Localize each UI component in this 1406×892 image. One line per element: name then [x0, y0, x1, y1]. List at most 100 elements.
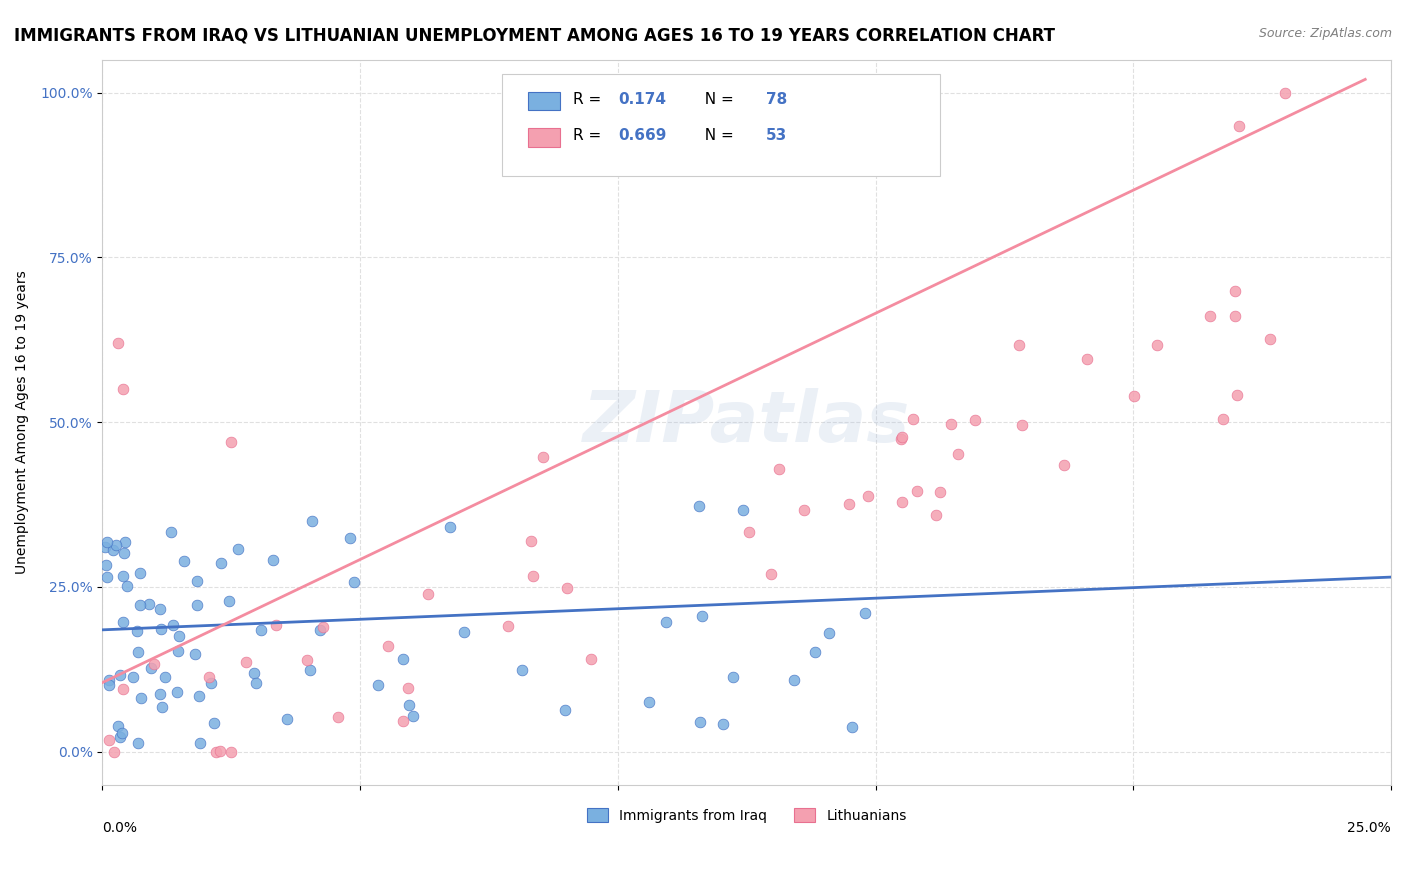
Point	[108, 730, 131, 744]
Point	[855, 606, 877, 620]
Point	[690, 608, 713, 623]
Point	[311, 620, 333, 634]
Point	[166, 685, 188, 699]
Point	[783, 673, 806, 687]
Point	[402, 708, 425, 723]
Point	[129, 691, 152, 706]
Point	[1225, 284, 1247, 298]
Point	[276, 712, 298, 726]
Point	[858, 489, 880, 503]
Legend: Immigrants from Iraq, Lithuanians: Immigrants from Iraq, Lithuanians	[581, 803, 912, 829]
Point	[398, 698, 420, 713]
Point	[768, 461, 790, 475]
Point	[1212, 412, 1234, 426]
Point	[929, 485, 952, 500]
Point	[127, 645, 149, 659]
Point	[149, 602, 172, 616]
Point	[187, 689, 209, 703]
Point	[655, 615, 678, 629]
Point	[245, 676, 267, 690]
Point	[149, 687, 172, 701]
Point	[167, 628, 190, 642]
Text: R =: R =	[572, 92, 606, 107]
Point	[262, 553, 284, 567]
Text: 53: 53	[766, 128, 787, 144]
Point	[129, 598, 152, 612]
Point	[396, 681, 419, 695]
Point	[127, 736, 149, 750]
Point	[510, 663, 533, 677]
Y-axis label: Unemployment Among Ages 16 to 19 years: Unemployment Among Ages 16 to 19 years	[15, 270, 30, 574]
Point	[903, 412, 925, 426]
Point	[554, 703, 576, 717]
Point	[108, 668, 131, 682]
Point	[208, 744, 231, 758]
Point	[439, 520, 461, 534]
Point	[533, 450, 555, 464]
Point	[1146, 338, 1168, 352]
Point	[226, 541, 249, 556]
Point	[689, 714, 711, 729]
Point	[817, 626, 839, 640]
Text: 0.669: 0.669	[617, 128, 666, 144]
Point	[761, 566, 783, 581]
Point	[1053, 458, 1076, 473]
Point	[96, 570, 118, 584]
Point	[1258, 332, 1281, 346]
Point	[418, 587, 440, 601]
FancyBboxPatch shape	[527, 92, 560, 111]
Point	[496, 619, 519, 633]
Point	[1229, 119, 1251, 133]
FancyBboxPatch shape	[527, 128, 560, 146]
Point	[155, 670, 177, 684]
Point	[579, 652, 602, 666]
Point	[128, 566, 150, 580]
Point	[250, 623, 273, 637]
Point	[638, 695, 661, 709]
Text: 0.174: 0.174	[617, 92, 666, 107]
Point	[149, 623, 172, 637]
Point	[243, 665, 266, 680]
Point	[733, 503, 755, 517]
Point	[160, 525, 183, 540]
Point	[1225, 310, 1247, 324]
Text: 25.0%: 25.0%	[1347, 821, 1391, 835]
Point	[905, 483, 928, 498]
Text: N =: N =	[695, 128, 738, 144]
Point	[221, 434, 243, 449]
Point	[890, 495, 912, 509]
Point	[555, 581, 578, 595]
Point	[205, 745, 228, 759]
Point	[112, 545, 135, 559]
Point	[139, 660, 162, 674]
Point	[162, 618, 184, 632]
Point	[1226, 388, 1249, 402]
Point	[115, 579, 138, 593]
Point	[142, 657, 165, 672]
Point	[167, 644, 190, 658]
Point	[184, 648, 207, 662]
Point	[94, 558, 117, 573]
Point	[112, 568, 135, 582]
Point	[1008, 338, 1031, 352]
Point	[112, 382, 135, 396]
Point	[738, 525, 761, 540]
Point	[326, 710, 349, 724]
Text: 78: 78	[766, 92, 787, 107]
Point	[453, 624, 475, 639]
Point	[101, 543, 124, 558]
Point	[107, 719, 129, 733]
Point	[688, 500, 710, 514]
Point	[721, 670, 744, 684]
Point	[1123, 389, 1146, 403]
Point	[391, 714, 413, 729]
Text: 0.0%: 0.0%	[103, 821, 138, 835]
Point	[1274, 86, 1296, 100]
Point	[186, 574, 208, 588]
Point	[219, 745, 242, 759]
Point	[941, 417, 963, 431]
Point	[343, 574, 366, 589]
Point	[111, 726, 134, 740]
Point	[308, 624, 330, 638]
Point	[127, 624, 149, 638]
